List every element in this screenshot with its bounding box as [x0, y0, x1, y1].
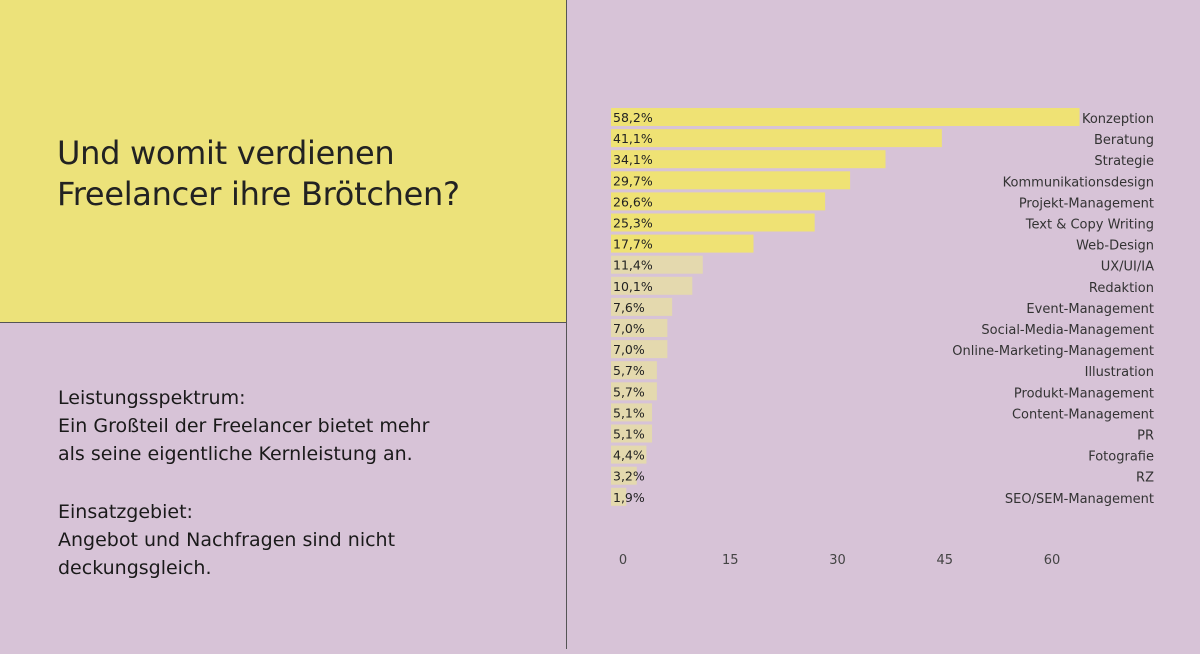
- category-label: Text & Copy Writing: [1025, 218, 1154, 233]
- bar-value-label: 41,1%: [613, 131, 653, 146]
- chart-panel: 58,2% Konzeption 41,1% Beratung 34,1% Strateg…: [567, 0, 1200, 649]
- x-tick-label: 0: [619, 553, 627, 568]
- bar: [611, 108, 1080, 126]
- bar: [611, 445, 647, 464]
- x-tick-label: 45: [936, 553, 953, 568]
- bar-value-label: 5,7%: [613, 384, 645, 399]
- bar-value-label: 17,7%: [613, 237, 653, 252]
- block-heading: Leistungsspektrum:: [58, 387, 246, 409]
- bar: [611, 466, 637, 485]
- bar: [611, 382, 657, 401]
- title-line-1: Und womit verdienen: [57, 134, 395, 172]
- bar: [611, 150, 886, 169]
- bar-value-label: 5,7%: [613, 363, 645, 378]
- category-label: Online-Marketing-Management: [952, 344, 1154, 359]
- bar-value-label: 1,9%: [613, 490, 645, 505]
- category-label: Social-Media-Management: [981, 323, 1154, 338]
- x-tick-label: 30: [829, 553, 846, 568]
- leistungsspektrum-block: Leistungsspektrum: Ein Großteil der Free…: [58, 384, 429, 468]
- block-line: Ein Großteil der Freelancer bietet mehr: [58, 415, 430, 437]
- bar: [611, 361, 657, 380]
- bar: [611, 255, 703, 274]
- bar-value-label: 5,1%: [613, 405, 645, 420]
- category-label: Event-Management: [1026, 302, 1154, 317]
- text-panel: [0, 323, 567, 649]
- bar: [611, 129, 942, 148]
- bar-value-label: 26,6%: [613, 194, 653, 209]
- block-line: deckungsgleich.: [58, 557, 212, 579]
- category-label: Strategie: [1094, 154, 1154, 169]
- bar-chart: 58,2% Konzeption 41,1% Beratung 34,1% Strateg…: [611, 108, 1154, 568]
- bar-value-label: 4,4%: [613, 448, 645, 463]
- x-tick-label: 15: [722, 553, 739, 568]
- category-label: Web-Design: [1076, 239, 1154, 254]
- block-heading: Einsatzgebiet:: [58, 501, 193, 523]
- title-panel: Und womit verdienen Freelancer ihre Bröt…: [0, 0, 567, 323]
- bar: [611, 213, 815, 232]
- bar-value-label: 7,0%: [613, 321, 645, 336]
- bar: [611, 276, 693, 295]
- block-line: als seine eigentliche Kernleistung an.: [58, 443, 413, 465]
- bar-value-label: 25,3%: [613, 216, 653, 231]
- bar: [611, 234, 754, 253]
- bar: [611, 319, 668, 337]
- category-label: UX/UI/IA: [1101, 260, 1154, 275]
- bar-value-label: 58,2%: [613, 110, 653, 125]
- bar: [611, 487, 627, 506]
- bar-value-label: 5,1%: [613, 427, 645, 442]
- einsatzgebiet-block: Einsatzgebiet: Angebot und Nachfragen si…: [58, 498, 395, 582]
- category-label: SEO/SEM-Management: [1005, 492, 1154, 507]
- category-label: RZ: [1136, 471, 1154, 486]
- bar-value-label: 11,4%: [613, 258, 653, 273]
- title-line-2: Freelancer ihre Brötchen?: [57, 175, 460, 213]
- bar: [611, 171, 851, 190]
- category-label: PR: [1137, 429, 1154, 444]
- bar-value-label: 29,7%: [613, 173, 653, 188]
- bar: [611, 424, 653, 443]
- category-label: Beratung: [1094, 133, 1154, 148]
- bar: [611, 192, 826, 211]
- bar-value-label: 7,6%: [613, 300, 645, 315]
- bar: [611, 340, 668, 359]
- page-title: Und womit verdienen Freelancer ihre Bröt…: [57, 133, 460, 215]
- block-line: Angebot und Nachfragen sind nicht: [58, 529, 396, 551]
- category-label: Kommunikationsdesign: [1003, 175, 1154, 190]
- category-label: Fotografie: [1088, 450, 1154, 465]
- category-label: Content-Management: [1012, 407, 1154, 422]
- bar-value-label: 3,2%: [613, 469, 645, 484]
- bar: [611, 403, 653, 422]
- category-label: Projekt-Management: [1019, 196, 1154, 211]
- category-label: Konzeption: [1082, 112, 1154, 127]
- bar-value-label: 10,1%: [613, 279, 653, 294]
- category-label: Produkt-Management: [1014, 386, 1154, 401]
- bar-value-label: 34,1%: [613, 152, 653, 167]
- category-label: Redaktion: [1089, 281, 1154, 296]
- bar-value-label: 7,0%: [613, 342, 645, 357]
- category-label: Illustration: [1085, 365, 1154, 380]
- bar: [611, 297, 673, 316]
- x-tick-label: 60: [1044, 553, 1061, 568]
